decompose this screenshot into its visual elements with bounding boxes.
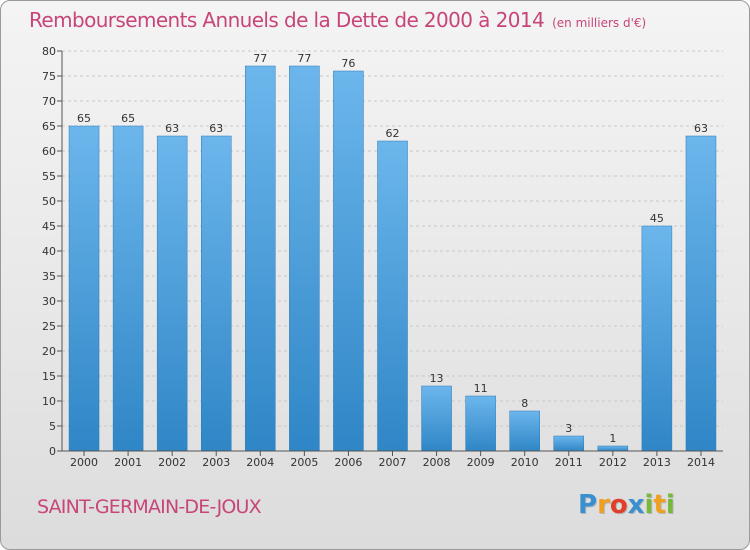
data-label: 45: [650, 212, 664, 225]
chart-title-text: Remboursements Annuels de la Dette de 20…: [29, 8, 545, 32]
x-tick-label: 2001: [114, 456, 142, 469]
data-label: 1: [609, 432, 616, 445]
y-tick-label: 50: [42, 195, 56, 208]
data-label: 62: [386, 127, 400, 140]
x-tick-label: 2006: [334, 456, 362, 469]
data-label: 77: [297, 52, 311, 65]
data-label: 3: [565, 422, 572, 435]
commune-name: SAINT-GERMAIN-DE-JOUX: [37, 496, 262, 518]
x-tick-label: 2008: [423, 456, 451, 469]
chart-title: Remboursements Annuels de la Dette de 20…: [29, 8, 646, 32]
y-tick-label: 35: [42, 270, 56, 283]
logo-letter: t: [653, 490, 666, 520]
x-tick-label: 2010: [511, 456, 539, 469]
x-tick-label: 2013: [643, 456, 671, 469]
bar: [68, 125, 100, 452]
bar: [597, 445, 629, 452]
bar: [553, 435, 585, 452]
y-tick-label: 45: [42, 220, 56, 233]
bar: [289, 65, 320, 452]
data-label: 65: [121, 112, 135, 125]
bar: [465, 395, 496, 452]
data-label: 65: [77, 112, 91, 125]
logo-letter: o: [609, 490, 628, 520]
x-tick-label: 2000: [70, 456, 98, 469]
data-label: 63: [694, 122, 708, 135]
y-tick-label: 30: [42, 295, 56, 308]
x-tick-label: 2014: [687, 456, 715, 469]
y-tick-label: 40: [42, 245, 56, 258]
y-tick-label: 20: [42, 345, 56, 358]
y-tick-label: 80: [42, 45, 56, 58]
chart-subtitle: (en milliers d'€): [552, 16, 647, 30]
data-label: 76: [341, 57, 355, 70]
data-label: 63: [165, 122, 179, 135]
y-tick-label: 5: [49, 420, 56, 433]
x-tick-label: 2005: [290, 456, 318, 469]
bar: [641, 225, 673, 452]
y-tick-label: 75: [42, 70, 56, 83]
bar: [333, 70, 364, 452]
x-tick-label: 2003: [202, 456, 230, 469]
logo-letter: x: [627, 490, 645, 520]
logo-letter: i: [665, 490, 675, 520]
x-tick-label: 2012: [599, 456, 627, 469]
y-tick-label: 70: [42, 95, 56, 108]
logo-letter: i: [644, 490, 654, 520]
x-tick-label: 2011: [555, 456, 583, 469]
bar: [245, 65, 276, 452]
data-label: 77: [253, 52, 267, 65]
bar: [377, 140, 408, 452]
bar: [421, 385, 452, 452]
data-label: 8: [521, 397, 528, 410]
y-tick-label: 0: [49, 445, 56, 458]
logo-letter: P: [578, 490, 598, 520]
logo-letter: r: [597, 490, 610, 520]
bar: [200, 135, 232, 452]
x-tick-label: 2007: [379, 456, 407, 469]
y-tick-label: 65: [42, 120, 56, 133]
y-tick-label: 60: [42, 145, 56, 158]
x-tick-label: 2004: [246, 456, 274, 469]
data-label: 11: [474, 382, 488, 395]
bar: [509, 410, 540, 452]
data-label: 13: [430, 372, 444, 385]
y-tick-label: 55: [42, 170, 56, 183]
data-label: 63: [209, 122, 223, 135]
y-tick-label: 25: [42, 320, 56, 333]
bar: [112, 125, 144, 452]
proxiti-logo: Proxiti: [578, 490, 675, 520]
x-tick-label: 2002: [158, 456, 186, 469]
y-tick-label: 10: [42, 395, 56, 408]
bar: [685, 135, 717, 452]
y-tick-label: 15: [42, 370, 56, 383]
bar: [156, 135, 188, 452]
x-tick-label: 2009: [467, 456, 495, 469]
